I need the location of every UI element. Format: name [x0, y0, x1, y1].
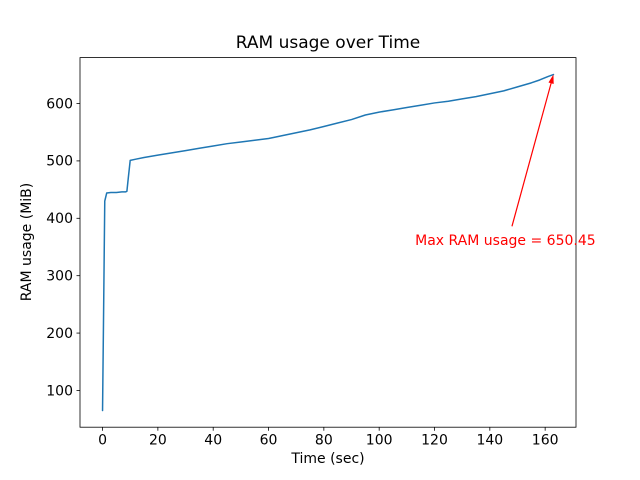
- y-tick-label: 400: [46, 211, 73, 227]
- x-tick-label: 120: [421, 433, 448, 449]
- y-tick-label: 100: [46, 383, 73, 399]
- y-axis-label: RAM usage (MiB): [19, 182, 35, 302]
- annotation-text: Max RAM usage = 650.45: [415, 233, 596, 250]
- x-tick-label: 100: [366, 433, 393, 449]
- axes-frame: [79, 57, 577, 428]
- ram-usage-line: [101, 73, 555, 412]
- x-tick-label: 40: [204, 433, 222, 449]
- x-axis-label: Time (sec): [291, 451, 365, 467]
- y-tick-label: 600: [46, 96, 73, 112]
- y-tick-label: 500: [46, 154, 73, 170]
- x-tick-label: 20: [149, 433, 167, 449]
- annotation-arrow-head: [548, 74, 554, 84]
- y-tick-label: 300: [46, 268, 73, 284]
- x-tick-label: 160: [532, 433, 559, 449]
- chart-title: RAM usage over Time: [235, 33, 421, 53]
- x-tick-label: 60: [260, 433, 278, 449]
- x-tick-label: 0: [98, 433, 107, 449]
- y-tick-label: 200: [46, 326, 73, 342]
- x-tick-label: 80: [315, 433, 333, 449]
- annotation-arrow-shaft: [511, 80, 553, 227]
- x-tick-label: 140: [476, 433, 503, 449]
